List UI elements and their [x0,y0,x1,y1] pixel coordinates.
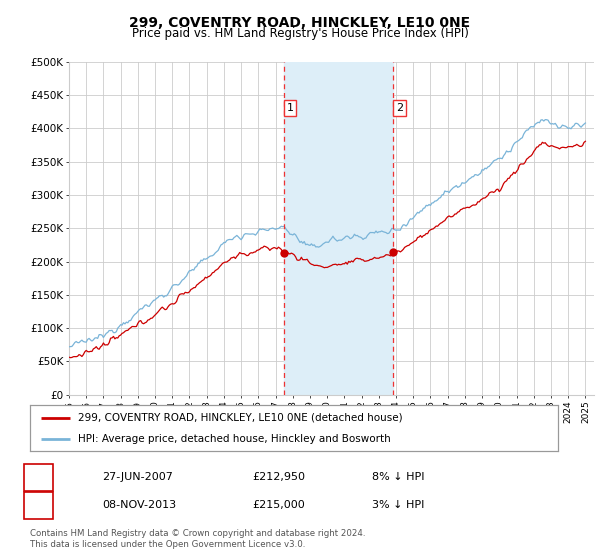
Text: £212,950: £212,950 [252,472,305,482]
Text: Contains HM Land Registry data © Crown copyright and database right 2024.
This d: Contains HM Land Registry data © Crown c… [30,529,365,549]
Text: 1: 1 [35,472,42,482]
Text: HPI: Average price, detached house, Hinckley and Bosworth: HPI: Average price, detached house, Hinc… [77,435,390,444]
Text: 3% ↓ HPI: 3% ↓ HPI [372,500,424,510]
Text: 27-JUN-2007: 27-JUN-2007 [102,472,173,482]
Bar [284,62,394,395]
Text: 08-NOV-2013: 08-NOV-2013 [102,500,176,510]
Text: 299, COVENTRY ROAD, HINCKLEY, LE10 0NE: 299, COVENTRY ROAD, HINCKLEY, LE10 0NE [130,16,470,30]
Text: 8% ↓ HPI: 8% ↓ HPI [372,472,425,482]
Text: 2: 2 [396,103,403,113]
Text: 299, COVENTRY ROAD, HINCKLEY, LE10 0NE (detached house): 299, COVENTRY ROAD, HINCKLEY, LE10 0NE (… [77,413,402,423]
Text: Price paid vs. HM Land Registry's House Price Index (HPI): Price paid vs. HM Land Registry's House … [131,27,469,40]
Text: £215,000: £215,000 [252,500,305,510]
Text: 2: 2 [35,500,42,510]
Text: 1: 1 [286,103,293,113]
